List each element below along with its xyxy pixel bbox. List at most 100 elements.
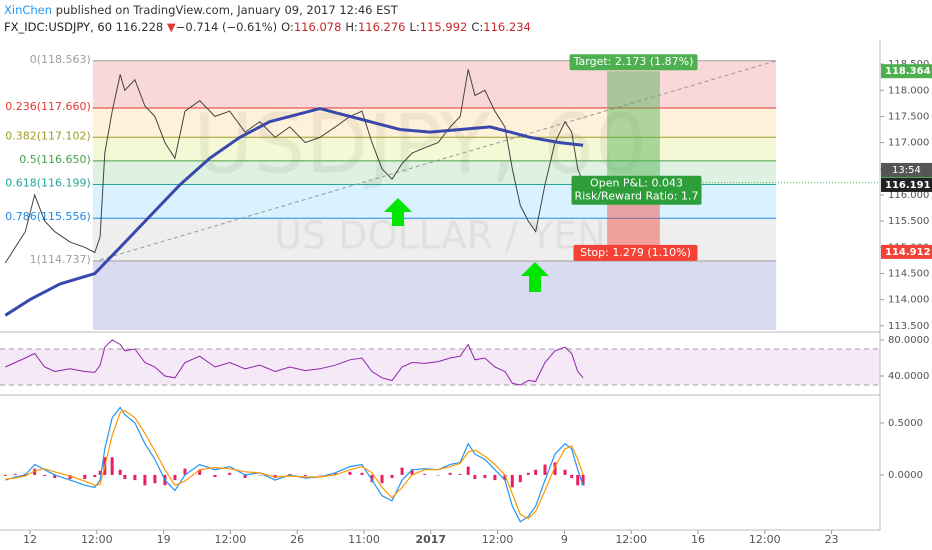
x-tick-label: 12:00 [749,533,781,546]
ohlc-value: 116.276 [357,20,406,34]
layer: Target: 2.173 (1.87%) Open P&L: 0.043Risk… [0,40,932,531]
up-arrow [521,262,549,292]
moving-average [4,107,584,317]
histogram-bar [198,469,202,475]
y-tick-label: 117.000 [888,138,929,149]
header-line: XinChen published on TradingView.com, Ja… [4,2,531,19]
histogram-bar [466,466,470,475]
ohlc-key: H: [345,20,358,34]
ohlc-key: L: [409,20,420,34]
price-tag-label: 116.191 [885,180,931,191]
ohlc-key: O: [281,20,294,34]
fib-band [92,137,777,161]
histogram-bar [68,474,72,480]
target-label: Target: 2.173 (1.87%) [573,55,694,68]
histogram-bar [43,474,47,476]
histogram-bar [83,474,87,480]
y-tick-label: 114.500 [888,268,929,279]
histogram-bar [143,474,147,486]
rr-label: Risk/Reward Ratio: 1.7 [575,190,699,203]
y-tick-label: 0.5000 [888,418,923,429]
x-tick-label: 23 [825,533,839,546]
histogram-bar [510,474,514,488]
last: 116.228 [115,20,164,34]
countdown-box [881,162,932,177]
published: published on TradingView.com, January 09… [52,3,398,17]
histogram-bar [173,474,177,481]
price-tag-label: 114.912 [885,247,931,258]
x-tick-label: 26 [290,533,304,546]
price-tag [881,64,932,79]
x-tick-label: 19 [157,533,171,546]
histogram-bar [153,474,157,484]
fib-label: 0.236(117.660) [5,100,91,113]
layer: USDJPY, 60US DOLLAR / YEN0(118.563)0.236… [0,53,929,546]
ohlc-key: C: [471,20,484,34]
histogram-bar [318,474,322,476]
histogram-bar [576,474,580,486]
histogram-bar [110,457,114,475]
price-tag [881,177,932,192]
countdown: 13:54 [892,165,921,176]
fib-label: 0.618(116.199) [5,177,91,190]
histogram-bar [53,474,57,479]
fib-label: 0.786(115.556) [5,210,91,223]
histogram-bar [473,474,477,480]
x-tick-label: 12:00 [215,533,247,546]
histogram-bar [400,467,404,475]
histogram-bar [333,472,337,475]
y-tick-label: 113.500 [888,321,929,332]
symbol: FX_IDC:USDJPY, 60 [4,20,113,34]
macd-line [5,406,584,523]
ohlc-value: 116.234 [483,20,531,34]
y-tick-label: 117.500 [888,111,929,122]
histogram-bar [448,472,452,475]
y-tick-label: 40.0000 [888,371,929,382]
fib-label: 1(114.737) [30,253,91,266]
up-arrow [384,198,412,226]
histogram-bar [33,468,37,475]
label-box [573,244,698,261]
y-tick-label: 80.0000 [888,335,929,346]
pnl-label: Open P&L: 0.043 [590,177,683,190]
histogram-bar [436,474,440,476]
y-tick-label: 118.000 [888,85,929,96]
histogram-bar [543,464,547,475]
trendline [99,60,777,261]
label-box [571,175,702,205]
histogram-bar [581,474,585,486]
histogram-bar [13,473,17,475]
histogram-bar [563,469,567,475]
histogram-bar [534,469,538,475]
histogram-bar [423,473,427,475]
fib-label: 0.382(117.102) [5,129,91,142]
rsi-band [0,349,880,385]
x-tick-label: 2017 [415,533,446,546]
y-tick-label: 115.500 [888,216,929,227]
x-tick-label: 12:00 [482,533,514,546]
histogram-bar [133,474,137,481]
histogram-bar [183,468,187,475]
target-zone [607,71,660,183]
histogram-bar [228,472,232,475]
histogram-bar [348,471,352,475]
price-tag [881,244,932,259]
histogram-bar [380,474,384,484]
histogram-bar [518,474,522,483]
histogram-bar [98,470,102,475]
histogram-bar [213,474,217,477]
header: XinChen published on TradingView.com, Ja… [4,2,531,36]
y-tick-label: 116.000 [888,190,929,201]
histogram-bar [458,473,462,475]
histogram-bar [303,474,307,476]
histogram-bar [493,474,497,481]
rsi-line [5,339,584,386]
x-tick-label: 12 [23,533,37,546]
histogram-bar [258,474,262,476]
ohlc-value: 115.992 [419,20,468,34]
label-box [569,54,698,71]
histogram-bar [553,462,557,475]
macd-line [5,409,584,520]
